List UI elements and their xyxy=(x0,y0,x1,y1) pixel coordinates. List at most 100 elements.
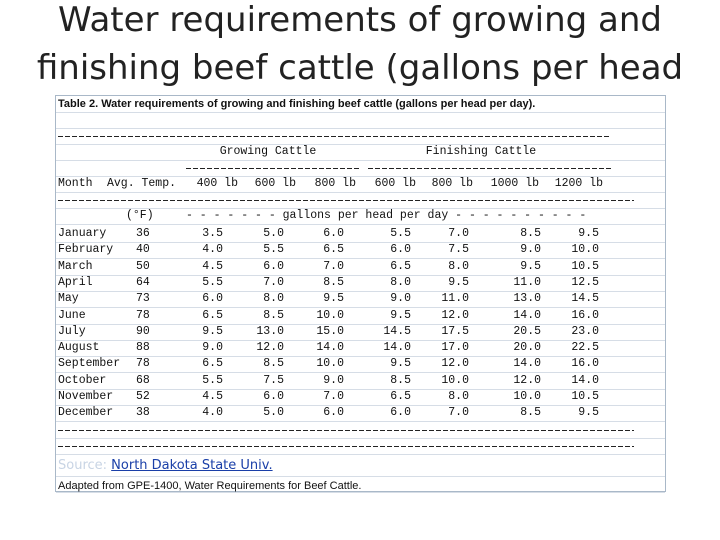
value-cell: 7.0 xyxy=(448,406,469,420)
value-cell: 9.5 xyxy=(578,406,599,420)
value-cell: 13.0 xyxy=(256,324,284,338)
column-header: 800 lb xyxy=(431,177,473,190)
value-cell: 16.0 xyxy=(571,357,599,371)
value-cell: 12.0 xyxy=(441,308,469,322)
value-cell: 6.0 xyxy=(202,292,223,306)
month-cell: June xyxy=(58,308,86,322)
value-cell: 10.5 xyxy=(571,259,599,273)
table-row xyxy=(56,192,665,209)
group-header: Growing Cattle xyxy=(219,145,317,158)
table-row: Month Avg. Temp. 400 lb 600 lb 800 lb 600 lb 8… xyxy=(56,176,665,193)
value-cell: 12.5 xyxy=(571,275,599,289)
value-cell: 9.5 xyxy=(390,308,411,322)
month-cell: February xyxy=(58,243,114,257)
value-cell: 8.5 xyxy=(520,227,541,240)
month-cell: September xyxy=(58,357,121,371)
value-cell: 7.0 xyxy=(323,390,344,403)
value-cell: 7.5 xyxy=(263,373,284,387)
value-cell: 7.0 xyxy=(323,259,344,273)
month-cell: December xyxy=(58,406,114,420)
month-cell: November xyxy=(58,390,114,403)
value-cell: 6.0 xyxy=(263,390,284,403)
value-cell: 6.0 xyxy=(390,406,411,420)
value-cell: 8.5 xyxy=(520,406,541,420)
group-header: Finishing Cattle xyxy=(425,145,537,158)
temp-cell: 50 xyxy=(136,259,150,273)
value-cell: 10.0 xyxy=(316,357,344,371)
column-header: Avg. Temp. xyxy=(107,177,177,190)
value-cell: 15.0 xyxy=(316,324,344,338)
table-row: Source: North Dakota State Univ. xyxy=(56,454,665,477)
table-row xyxy=(56,438,665,455)
column-header: 600 lb xyxy=(254,177,296,190)
column-header: 1000 lb xyxy=(490,177,539,190)
dash-rule xyxy=(368,168,611,169)
value-cell: 9.5 xyxy=(578,227,599,240)
value-cell: 3.5 xyxy=(202,227,223,240)
value-cell: 14.0 xyxy=(571,373,599,387)
value-cell: 6.5 xyxy=(202,308,223,322)
value-cell: 11.0 xyxy=(513,275,541,289)
value-cell: 16.0 xyxy=(571,308,599,322)
value-cell: 14.0 xyxy=(316,341,344,355)
table-row: December 38 4.0 5.0 6.0 6.0 7.0 8.5 9.5 xyxy=(56,405,665,423)
temp-cell: 78 xyxy=(136,308,150,322)
dash-rule xyxy=(58,446,634,447)
table-row: January 36 3.5 5.0 6.0 5.5 7.0 8.5 9.5 xyxy=(56,226,665,243)
month-cell: March xyxy=(58,259,93,273)
value-cell: 10.0 xyxy=(513,390,541,403)
value-cell: 6.0 xyxy=(390,243,411,257)
value-cell: 12.0 xyxy=(513,373,541,387)
month-cell: April xyxy=(58,275,93,289)
temp-cell: 40 xyxy=(136,243,150,257)
source-link[interactable]: North Dakota State Univ. xyxy=(111,458,273,473)
dash-rule xyxy=(58,430,634,431)
value-cell: 9.5 xyxy=(520,259,541,273)
value-cell: 6.5 xyxy=(390,259,411,273)
table-row xyxy=(56,160,665,177)
value-cell: 14.5 xyxy=(383,324,411,338)
value-cell: 9.5 xyxy=(323,292,344,306)
table-row xyxy=(56,422,665,439)
dash-rule xyxy=(58,136,611,137)
value-cell: 14.0 xyxy=(383,341,411,355)
temp-cell: 90 xyxy=(136,324,150,338)
table-row: June 78 6.5 8.5 10.0 9.5 12.0 14.0 16.0 xyxy=(56,308,665,325)
temp-cell: 78 xyxy=(136,357,150,371)
value-cell: 9.5 xyxy=(390,357,411,371)
month-cell: August xyxy=(58,341,100,355)
value-cell: 20.5 xyxy=(513,324,541,338)
source-label: Source: xyxy=(58,458,108,473)
value-cell: 6.5 xyxy=(202,357,223,371)
value-cell: 6.5 xyxy=(323,243,344,257)
value-cell: 10.0 xyxy=(441,373,469,387)
value-cell: 8.0 xyxy=(263,292,284,306)
value-cell: 10.0 xyxy=(571,243,599,257)
value-cell: 6.5 xyxy=(390,390,411,403)
temp-cell: 88 xyxy=(136,341,150,355)
table-row: September 78 6.5 8.5 10.0 9.5 12.0 14.0 16.0 xyxy=(56,356,665,374)
table-row: March 50 4.5 6.0 7.0 6.5 8.0 9.5 10.5 xyxy=(56,259,665,276)
month-cell: October xyxy=(58,373,107,387)
value-cell: 6.0 xyxy=(323,406,344,420)
column-header: 400 lb xyxy=(196,177,238,190)
value-cell: 12.0 xyxy=(441,357,469,371)
temp-cell: 38 xyxy=(136,406,150,420)
table-row: October 68 5.5 7.5 9.0 8.5 10.0 12.0 14.0 xyxy=(56,373,665,390)
month-cell: May xyxy=(58,292,79,306)
unit-label: - - - - - - - gallons per head per day -… xyxy=(186,209,587,222)
temp-cell: 36 xyxy=(136,227,150,240)
value-cell: 14.0 xyxy=(513,308,541,322)
value-cell: 8.0 xyxy=(448,259,469,273)
temp-cell: 64 xyxy=(136,275,150,289)
value-cell: 11.0 xyxy=(441,292,469,306)
value-cell: 12.0 xyxy=(256,341,284,355)
slide-title: Water requirements of growing and finish… xyxy=(36,0,684,88)
table-note: Adapted from GPE-1400, Water Requirement… xyxy=(58,480,362,492)
month-cell: July xyxy=(58,324,86,338)
value-cell: 22.5 xyxy=(571,341,599,355)
dash-rule xyxy=(58,200,634,201)
table-row: July 90 9.5 13.0 15.0 14.5 17.5 20.5 23.0 xyxy=(56,324,665,341)
temp-cell: 52 xyxy=(136,390,150,403)
